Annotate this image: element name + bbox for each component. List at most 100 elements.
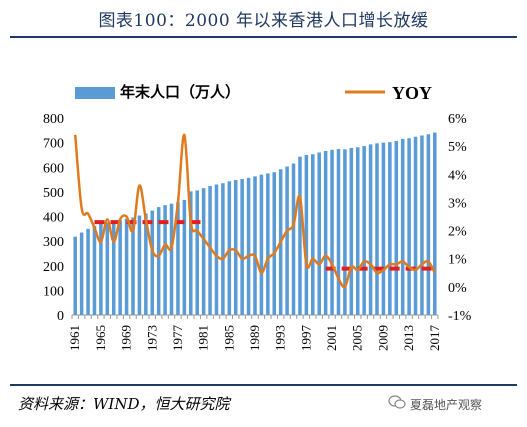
bar bbox=[156, 207, 161, 315]
bar bbox=[407, 138, 411, 315]
axes: 0 100 200 300 400 500 600 700 800 -1% 0% 1% 2% 3% 4% 5%… bbox=[43, 112, 472, 351]
bar bbox=[111, 221, 116, 315]
bar bbox=[253, 176, 257, 315]
bar bbox=[150, 210, 155, 315]
y-left-tick-label: 300 bbox=[43, 235, 64, 250]
x-tick-label: 1993 bbox=[273, 325, 288, 351]
footer-divider bbox=[10, 384, 517, 386]
bar bbox=[272, 172, 277, 315]
bar bbox=[124, 218, 129, 315]
bar bbox=[86, 228, 90, 315]
bar bbox=[381, 142, 386, 315]
bar bbox=[92, 225, 97, 315]
legend-bar-swatch bbox=[75, 87, 115, 99]
bar bbox=[368, 144, 373, 315]
bar bbox=[73, 236, 77, 315]
yoy-line bbox=[73, 133, 436, 289]
bar bbox=[137, 215, 142, 315]
bar bbox=[246, 177, 251, 315]
y-left-tick-label: 700 bbox=[43, 137, 64, 152]
bar bbox=[227, 181, 232, 315]
bar bbox=[330, 149, 334, 315]
bar bbox=[208, 185, 212, 315]
bar bbox=[79, 232, 84, 315]
bar-series bbox=[73, 132, 437, 315]
bar bbox=[343, 149, 347, 315]
title-divider bbox=[10, 36, 517, 38]
bar bbox=[195, 190, 199, 315]
y-right-tick-label: 0% bbox=[448, 281, 467, 296]
y-right-tick-label: 3% bbox=[448, 196, 467, 211]
x-tick-label: 2009 bbox=[375, 325, 390, 351]
bar bbox=[413, 136, 418, 315]
watermark: 夏磊地产观察 bbox=[410, 398, 483, 412]
bar bbox=[426, 134, 431, 315]
bar bbox=[420, 135, 424, 315]
bar bbox=[349, 148, 354, 315]
bar bbox=[240, 179, 244, 315]
bar bbox=[131, 217, 135, 315]
bar bbox=[304, 154, 309, 315]
bar bbox=[259, 174, 264, 315]
y-right-tick-label: 6% bbox=[448, 112, 467, 127]
bar bbox=[105, 222, 110, 315]
legend: 年末人口（万人） YOY bbox=[75, 83, 432, 103]
bar bbox=[169, 203, 174, 315]
source-note: 资料来源：WIND，恒大研究院 bbox=[18, 395, 230, 413]
y-left-tick-label: 600 bbox=[43, 161, 64, 176]
x-tick-label: 2017 bbox=[427, 325, 442, 352]
bar bbox=[163, 205, 167, 315]
bar bbox=[291, 163, 296, 315]
wechat-icon bbox=[388, 395, 406, 409]
x-tick-label: 1989 bbox=[247, 325, 262, 351]
x-tick-label: 1961 bbox=[67, 325, 82, 351]
x-tick-label: 2005 bbox=[350, 325, 365, 351]
y-left-tick-label: 400 bbox=[43, 211, 64, 226]
bar bbox=[144, 213, 148, 315]
y-left-tick-label: 200 bbox=[43, 260, 64, 275]
bar bbox=[394, 140, 399, 315]
bar bbox=[323, 150, 328, 315]
bar bbox=[176, 202, 180, 315]
bar bbox=[298, 156, 302, 315]
chart-title: 图表100：2000 年以来香港人口增长放缓 bbox=[98, 11, 429, 31]
bar bbox=[189, 191, 193, 315]
x-tick-label: 1981 bbox=[196, 325, 211, 351]
bar bbox=[311, 154, 315, 315]
y-right-tick-label: 5% bbox=[448, 140, 467, 155]
y-right-tick-label: 2% bbox=[448, 225, 467, 240]
x-tick-label: 2001 bbox=[324, 325, 339, 351]
x-tick-label: 1969 bbox=[119, 325, 134, 351]
y-left-tick-label: 0 bbox=[57, 309, 64, 324]
bar bbox=[433, 132, 437, 315]
bar bbox=[400, 138, 405, 315]
y-left-tick-label: 500 bbox=[43, 186, 64, 201]
x-tick-label: 1973 bbox=[144, 325, 159, 351]
x-tick-label: 1965 bbox=[93, 325, 108, 351]
bar bbox=[388, 142, 392, 315]
yoy-series bbox=[73, 133, 436, 289]
bar bbox=[233, 180, 238, 315]
legend-bar-label: 年末人口（万人） bbox=[120, 83, 240, 101]
bar bbox=[285, 166, 289, 315]
bar bbox=[99, 223, 103, 315]
bar bbox=[362, 146, 366, 315]
bar bbox=[336, 149, 341, 315]
bar bbox=[375, 143, 379, 315]
y-left-tick-label: 100 bbox=[43, 284, 64, 299]
x-tick-label: 1985 bbox=[221, 325, 236, 351]
bar bbox=[201, 188, 206, 315]
bar bbox=[182, 200, 187, 315]
bar bbox=[214, 184, 219, 315]
x-tick-label: 2013 bbox=[401, 325, 416, 351]
x-tick-label: 1997 bbox=[298, 325, 313, 352]
bar bbox=[355, 147, 360, 315]
y-right-tick-label: -1% bbox=[448, 309, 472, 324]
bar bbox=[266, 173, 270, 315]
y-left-tick-label: 800 bbox=[43, 112, 64, 127]
legend-line-label: YOY bbox=[392, 83, 432, 103]
bar bbox=[317, 152, 321, 315]
y-right-tick-label: 1% bbox=[448, 253, 467, 268]
bar bbox=[221, 183, 225, 315]
reference-lines bbox=[94, 220, 435, 271]
